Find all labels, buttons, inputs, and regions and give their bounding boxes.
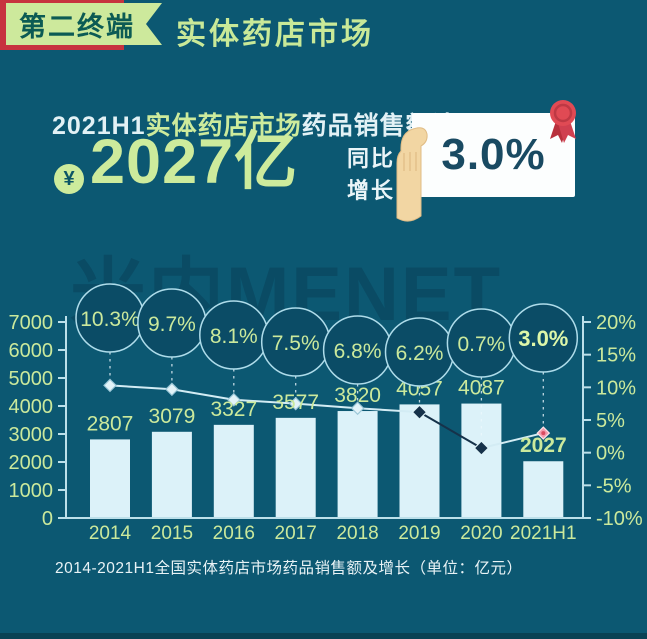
x-axis-label: 2018 — [336, 523, 378, 544]
growth-line-segment — [171, 388, 234, 401]
bar-2015 — [151, 431, 192, 517]
right-axis-label: 20% — [596, 312, 636, 334]
page-title: 实体药店市场 — [176, 18, 374, 51]
x-axis-label: 2021H1 — [510, 523, 577, 544]
bar-2016 — [213, 424, 254, 517]
left-axis-label: 7000 — [9, 312, 54, 334]
yoy-card: 3.0% — [412, 113, 575, 197]
left-axis-label: 2000 — [9, 452, 54, 474]
bar-2019 — [399, 404, 440, 517]
x-axis-label: 2014 — [89, 523, 132, 544]
sales-amount: 2027亿 — [90, 127, 299, 197]
bar-value-label: 3079 — [149, 405, 196, 428]
bar-2021H1 — [523, 461, 564, 517]
yoy-label: 同比 增长 — [347, 143, 395, 207]
bar-value-label: 4087 — [458, 377, 505, 400]
growth-line-segment — [481, 432, 544, 450]
growth-bubble-label: 6.2% — [396, 342, 444, 365]
x-axis-label: 2017 — [275, 523, 317, 544]
header-banner: 第二终端 实体药店市场 — [0, 0, 647, 56]
right-axis-label: 10% — [596, 377, 636, 399]
growth-bubble-label: 10.3% — [80, 308, 140, 331]
yen-symbol: ¥ — [63, 167, 75, 190]
growth-bubble-label: 6.8% — [334, 340, 382, 363]
growth-line-segment — [295, 402, 358, 410]
bar-2017 — [275, 417, 316, 517]
growth-bubble-label: 0.7% — [457, 333, 505, 356]
left-axis-label: 3000 — [9, 424, 54, 446]
left-axis-label: 5000 — [9, 368, 54, 390]
growth-line-segment — [357, 407, 420, 414]
x-axis-label: 2016 — [213, 523, 255, 544]
x-axis-label: 2020 — [460, 523, 502, 544]
stat-period: 2021H1 — [52, 112, 146, 140]
bar-value-label: 3327 — [210, 398, 257, 421]
line-marker-center — [541, 431, 546, 436]
bar-value-label: 2027 — [520, 434, 567, 457]
line-marker-2020 — [473, 440, 490, 456]
line-marker-2017 — [288, 396, 303, 411]
bar-value-label: 3577 — [272, 391, 319, 414]
channel-tab-label: 第二终端 — [19, 11, 135, 42]
bar-2018 — [337, 411, 378, 517]
yen-icon: ¥ — [54, 164, 84, 194]
x-axis-label: 2015 — [151, 523, 193, 544]
yoy-label-line1: 同比 — [347, 146, 396, 171]
yoy-label-line2: 增长 — [347, 177, 396, 203]
growth-line-segment — [109, 384, 172, 391]
line-marker-2018 — [350, 401, 365, 416]
line-marker-2015 — [165, 382, 179, 397]
chart-caption: 2014-2021H1全国实体药店市场药品销售额及增长（单位：亿元） — [55, 560, 523, 577]
bar-value-label: 3820 — [334, 384, 381, 407]
growth-line-segment — [233, 398, 296, 405]
channel-tab: 第二终端 — [6, 3, 162, 45]
yoy-value: 3.0% — [441, 130, 546, 179]
bar-2014 — [90, 439, 130, 517]
growth-bubble-label: 9.7% — [148, 313, 196, 336]
stat-market: 实体药店市场 — [145, 112, 302, 140]
medal-icon — [550, 100, 576, 143]
bar-value-label: 2807 — [87, 412, 134, 435]
bottom-edge-strip — [0, 633, 647, 639]
left-axis-label: 4000 — [9, 396, 54, 418]
right-axis-label: -5% — [596, 475, 632, 497]
growth-bubble-label: 8.1% — [210, 325, 258, 348]
right-axis-label: 15% — [596, 345, 636, 367]
left-axis-label: 1000 — [9, 480, 54, 502]
line-marker-2014 — [103, 378, 117, 393]
right-axis-label: -10% — [596, 508, 643, 530]
hand-icon — [396, 127, 428, 222]
x-axis-label: 2019 — [398, 523, 440, 544]
right-axis-label: 0% — [596, 443, 625, 465]
growth-bubble-label: 7.5% — [272, 332, 320, 355]
right-axis-label: 5% — [596, 410, 625, 432]
line-marker-2019 — [411, 404, 428, 421]
line-marker-2016 — [226, 392, 241, 407]
growth-bubble-2021H1 — [508, 303, 579, 373]
bar-2020 — [461, 403, 502, 517]
growth-line-segment — [418, 411, 482, 449]
left-axis-label: 0 — [42, 508, 53, 530]
left-axis-label: 6000 — [9, 340, 54, 362]
growth-bubble-label: 3.0% — [518, 326, 568, 351]
